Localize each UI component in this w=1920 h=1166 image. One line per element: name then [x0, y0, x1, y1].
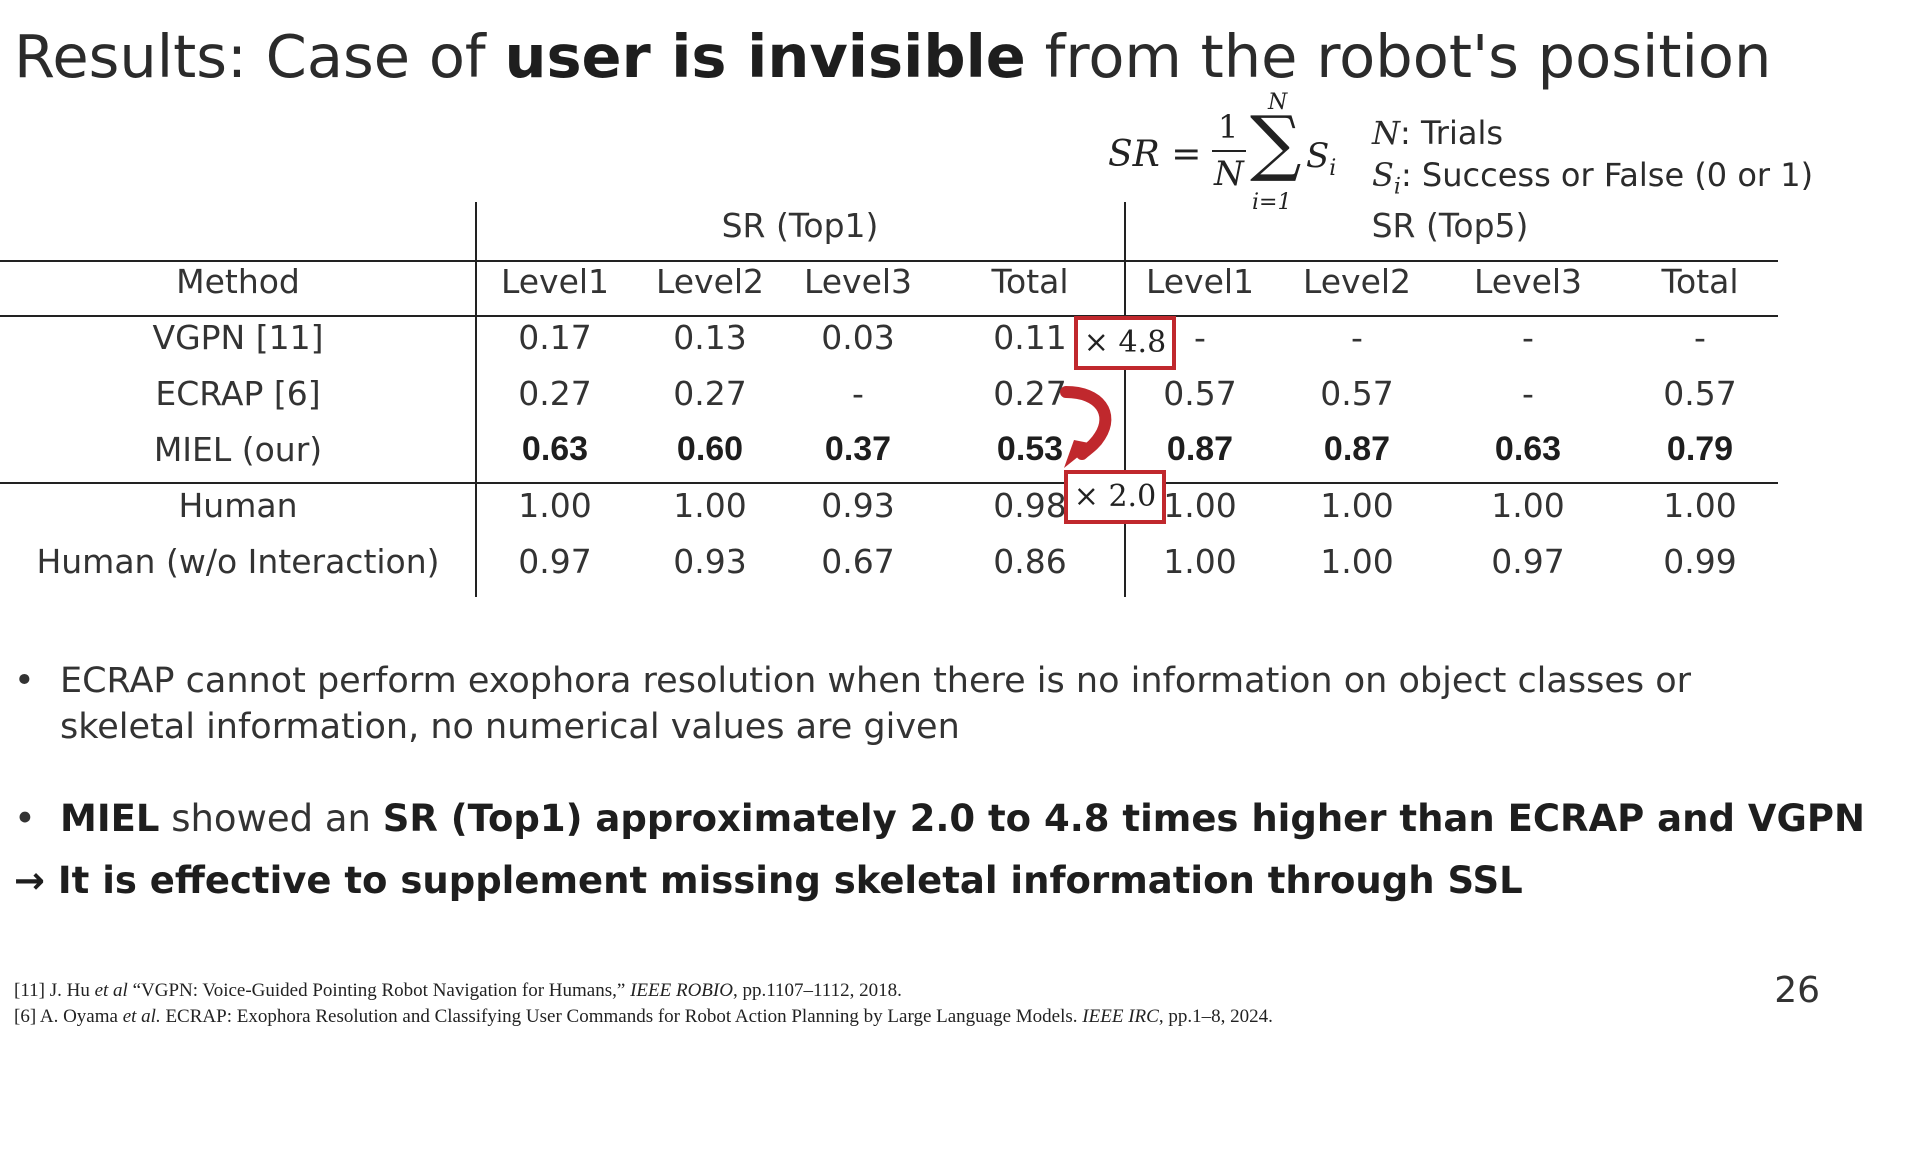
table-cell: 0.13 [673, 318, 747, 357]
table-cell: - [1194, 318, 1206, 357]
table-cell: 0.27 [993, 374, 1067, 413]
divider-top5 [1124, 202, 1126, 597]
legend-trials: N: Trials [1372, 114, 1504, 152]
table-cell: - [1694, 318, 1706, 357]
table-cell: 0.93 [673, 542, 747, 581]
table-cell: 0.99 [1663, 542, 1737, 581]
method-name: Human [178, 486, 298, 525]
ratio-badge-top: × 4.8 [1074, 316, 1176, 370]
table-cell: 0.37 [824, 430, 892, 468]
table-cell: - [852, 374, 864, 413]
column-header: Level1 [500, 262, 610, 301]
table-cell: 0.98 [993, 486, 1067, 525]
table-cell: 0.97 [1491, 542, 1565, 581]
rule-top [0, 260, 1778, 262]
table-cell: 0.27 [673, 374, 747, 413]
table-cell: - [1522, 318, 1534, 357]
table-cell: 1.00 [673, 486, 747, 525]
table-cell: 0.57 [1663, 374, 1737, 413]
table-cell: 0.67 [821, 542, 895, 581]
ratio-badge-bottom: × 2.0 [1064, 470, 1166, 524]
table-cell: 0.53 [996, 430, 1064, 468]
table-cell: 0.63 [521, 430, 589, 468]
table-cell: 0.63 [1494, 430, 1562, 468]
rule-header [0, 315, 1778, 317]
bullet-dot-icon: • [14, 661, 35, 701]
table-cell: 0.03 [821, 318, 895, 357]
table-cell: 0.97 [518, 542, 592, 581]
column-header: Method [176, 262, 300, 301]
formula-denominator: N [1214, 154, 1244, 194]
table-cell: - [1522, 374, 1534, 413]
table-cell: 0.27 [518, 374, 592, 413]
table-cell: 1.00 [1663, 486, 1737, 525]
table-cell: 0.87 [1166, 430, 1234, 468]
table-cell: 1.00 [1320, 542, 1394, 581]
table-cell: 0.17 [518, 318, 592, 357]
column-header: Level1 [1145, 262, 1255, 301]
table-cell: 0.57 [1163, 374, 1237, 413]
table-cell: 0.79 [1666, 430, 1734, 468]
table-cell: 0.93 [821, 486, 895, 525]
method-name: ECRAP [6] [155, 374, 321, 413]
method-name: Human (w/o Interaction) [36, 542, 440, 581]
summation-icon: ∑ [1250, 100, 1302, 184]
column-header: Total [1661, 262, 1739, 301]
table-cell: 0.87 [1323, 430, 1391, 468]
method-name: VGPN [11] [152, 318, 324, 357]
table-cell: 1.00 [1163, 486, 1237, 525]
column-header: Level2 [1302, 262, 1412, 301]
group-header-top5: SR (Top5) [1371, 206, 1529, 245]
conclusion-line: → It is effective to supplement missing … [14, 859, 1523, 902]
table-cell: 0.57 [1320, 374, 1394, 413]
bullet-miel: • MIEL showed an SR (Top1) approximately… [14, 797, 1865, 840]
rule-mid [0, 482, 1778, 484]
table-cell: 1.00 [1163, 542, 1237, 581]
column-header: Level3 [803, 262, 913, 301]
reference-vgpn: [11] J. Hu et al “VGPN: Voice-Guided Poi… [14, 980, 902, 1001]
success-rate-formula: SR = 1 N ∑ N i=1 Si [1108, 90, 1348, 222]
column-header: Total [991, 262, 1069, 301]
curved-arrow-icon [1060, 386, 1112, 468]
column-header: Level2 [655, 262, 765, 301]
slide-title: Results: Case of user is invisible from … [14, 22, 1772, 91]
bullet-ecrap: • ECRAP cannot perform exophora resoluti… [14, 658, 1734, 750]
table-cell: 1.00 [518, 486, 592, 525]
table-cell: 0.11 [993, 318, 1067, 357]
formula-numerator: 1 [1218, 108, 1239, 146]
sum-lower-limit: i=1 [1252, 190, 1292, 215]
table-cell: 1.00 [1491, 486, 1565, 525]
fraction-bar [1212, 150, 1246, 152]
column-header: Level3 [1473, 262, 1583, 301]
bullet-dot-icon: • [14, 797, 36, 840]
table-cell: 0.60 [676, 430, 744, 468]
page-number: 26 [1774, 970, 1820, 1011]
results-table: SR (Top1) SR (Top5) Method Level1 Level2 Le… [0, 200, 1778, 600]
divider-method [475, 202, 477, 597]
legend-success: Si: Success or False (0 or 1) [1372, 156, 1814, 200]
formula-term: Si [1306, 136, 1337, 181]
table-cell: - [1351, 318, 1363, 357]
formula-lhs: SR = [1108, 134, 1202, 175]
method-name: MIEL (our) [153, 430, 323, 469]
table-cell: 0.86 [993, 542, 1067, 581]
reference-ecrap: [6] A. Oyama et al. ECRAP: Exophora Reso… [14, 1006, 1273, 1027]
sum-upper-limit: N [1268, 90, 1288, 115]
group-header-top1: SR (Top1) [721, 206, 879, 245]
table-cell: 1.00 [1320, 486, 1394, 525]
